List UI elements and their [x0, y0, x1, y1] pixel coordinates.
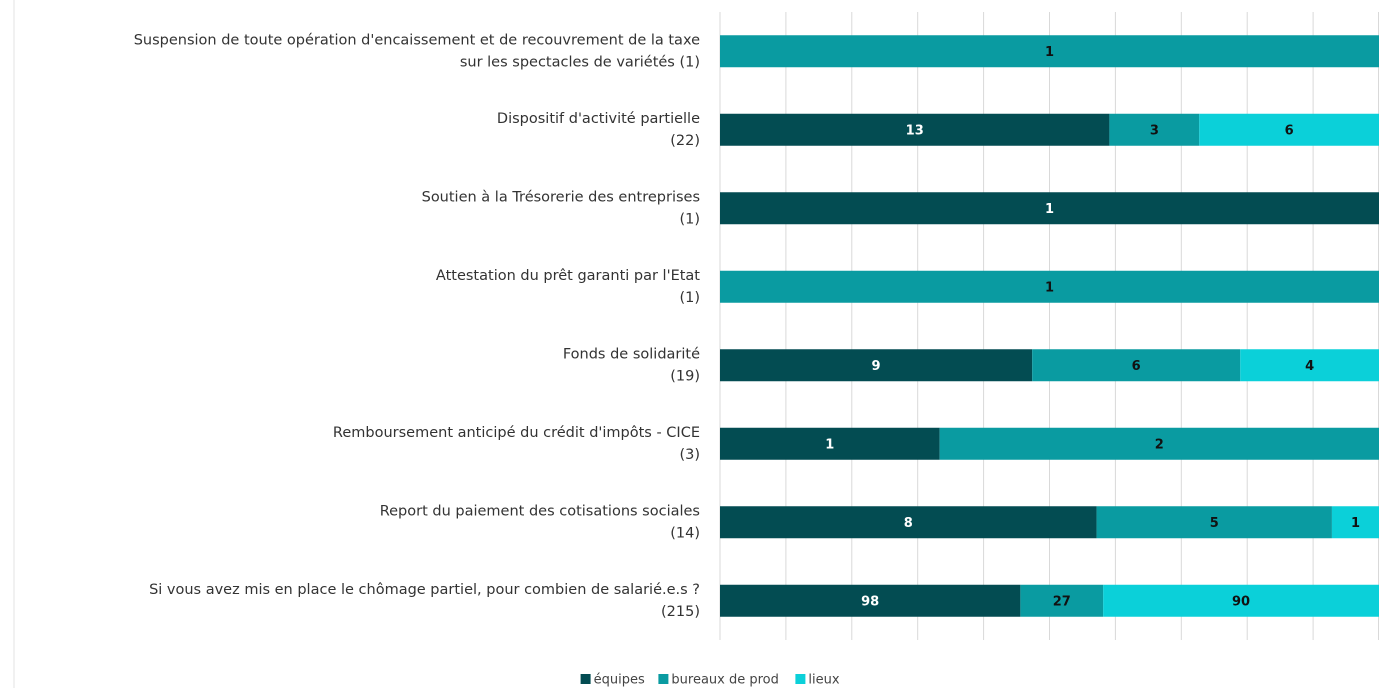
category-label: Soutien à la Trésorerie des entreprises — [422, 189, 700, 205]
legend-swatch — [795, 674, 806, 684]
bar-segment — [939, 427, 1379, 460]
value-label: 4 — [1305, 359, 1314, 374]
bar-segment — [1109, 113, 1200, 146]
value-label: 5 — [1210, 516, 1219, 531]
category-label: Si vous avez mis en place le chômage par… — [149, 582, 700, 598]
category-label: Remboursement anticipé du crédit d'impôt… — [333, 425, 700, 441]
category-label: Attestation du prêt garanti par l'Etat — [436, 268, 700, 284]
value-label: 1 — [825, 437, 834, 452]
value-label: 9 — [872, 359, 881, 374]
value-label: 6 — [1132, 359, 1141, 374]
value-label: 13 — [906, 123, 924, 138]
category-label: (215) — [661, 604, 700, 620]
category-label: Fonds de solidarité — [563, 346, 700, 362]
value-label: 3 — [1150, 123, 1159, 138]
legend-swatch — [580, 674, 591, 684]
bar-segment — [720, 192, 1379, 225]
category-label: (14) — [670, 525, 700, 541]
category-label: (19) — [670, 368, 700, 384]
bar-segment — [1103, 584, 1379, 617]
value-label: 6 — [1285, 123, 1294, 138]
category-label: (1) — [679, 290, 700, 306]
bar-segment — [720, 113, 1110, 146]
bar-segment — [720, 584, 1021, 617]
bar-segment — [1096, 506, 1332, 539]
value-label: 1 — [1045, 202, 1054, 217]
value-label: 90 — [1232, 594, 1250, 609]
bar-segment — [1240, 349, 1379, 382]
value-label: 27 — [1053, 594, 1071, 609]
bar-segment — [1032, 349, 1241, 382]
bar-segment — [720, 349, 1033, 382]
category-label: (1) — [679, 211, 700, 227]
bar-segment — [720, 270, 1379, 303]
legend-label: bureaux de prod — [671, 673, 778, 688]
value-label: 1 — [1045, 45, 1054, 60]
bar-segment — [1199, 113, 1379, 146]
bar-segment — [1020, 584, 1104, 617]
category-label: Dispositif d'activité partielle — [497, 111, 700, 127]
value-label: 2 — [1155, 437, 1164, 452]
category-label: Suspension de toute opération d'encaisse… — [134, 32, 700, 48]
value-label: 1 — [1351, 516, 1360, 531]
value-label: 8 — [904, 516, 913, 531]
bar-segment — [720, 427, 940, 460]
bar-segment — [1331, 506, 1379, 539]
bar-segment — [720, 35, 1379, 68]
value-label: 1 — [1045, 280, 1054, 295]
bar-segment — [720, 506, 1097, 539]
category-label: sur les spectacles de variétés (1) — [460, 54, 700, 70]
value-label: 98 — [861, 594, 879, 609]
legend-label: équipes — [594, 673, 645, 688]
legend-label: lieux — [808, 673, 839, 688]
category-label: (3) — [679, 447, 700, 463]
legend-swatch — [658, 674, 669, 684]
category-label: Report du paiement des cotisations socia… — [380, 503, 700, 519]
category-label: (22) — [670, 133, 700, 149]
